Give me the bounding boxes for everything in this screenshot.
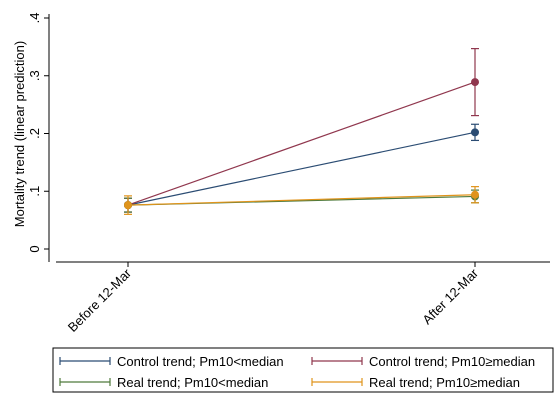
x-tick-label: After 12-Mar	[419, 265, 481, 327]
legend-item-1: Control trend; Pm10≥median	[311, 354, 535, 369]
series-3	[124, 186, 479, 215]
y-tick-label: .3	[27, 70, 42, 81]
legend-label: Control trend; Pm10<median	[117, 354, 284, 369]
series-0	[124, 123, 479, 213]
legend-label: Control trend; Pm10≥median	[369, 354, 535, 369]
data-point	[471, 128, 479, 137]
y-tick-label: 0	[27, 245, 42, 252]
data-point	[471, 78, 479, 87]
legend-item-2: Real trend; Pm10<median	[59, 375, 268, 390]
data-point	[124, 201, 132, 210]
legend-label: Real trend; Pm10<median	[117, 375, 268, 390]
y-tick-label: .1	[27, 186, 42, 197]
series-line	[127, 81, 476, 206]
legend-item-0: Control trend; Pm10<median	[59, 354, 284, 369]
x-tick-label: Before 12-Mar	[65, 265, 135, 335]
y-tick-label: .4	[27, 13, 42, 24]
y-axis-title: Mortality trend (linear prediction)	[12, 41, 27, 227]
series-line	[127, 194, 476, 206]
legend-label: Real trend; Pm10≥median	[369, 375, 520, 390]
legend-box	[52, 347, 554, 393]
series-line	[127, 131, 476, 206]
series-1	[124, 48, 479, 213]
data-point	[471, 190, 479, 199]
plot-area: 0 .1 .2 .3 .4 Before 12-Mar After 12-Mar	[27, 13, 550, 335]
y-tick-label: .2	[27, 128, 42, 139]
series-2	[124, 189, 479, 213]
legend-item-3: Real trend; Pm10≥median	[311, 375, 520, 390]
legend: Control trend; Pm10<median Control trend;…	[52, 347, 554, 393]
